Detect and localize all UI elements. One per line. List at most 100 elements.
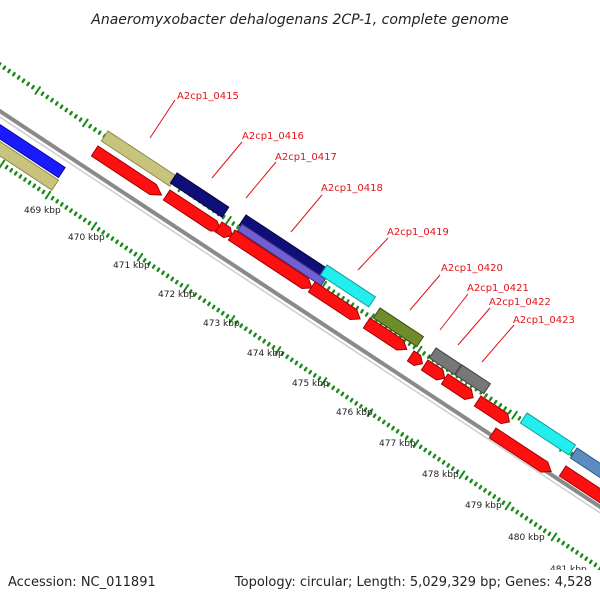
leader-line: [245, 161, 277, 199]
minor-tick: [354, 401, 359, 406]
gene-block-A2cp1_0420[interactable]: [372, 307, 425, 348]
gene-label[interactable]: A2cp1_0415: [177, 91, 239, 102]
minor-tick: [9, 167, 14, 173]
cds-arrow[interactable]: [406, 350, 425, 369]
minor-tick: [350, 302, 355, 307]
minor-tick: [96, 226, 101, 232]
tick-label: 469 kbp: [24, 206, 61, 216]
gene-block-A2cp1_0422[interactable]: [454, 364, 492, 395]
minor-tick: [473, 481, 478, 487]
accession-text: Accession: NC_011891: [8, 575, 156, 590]
minor-tick: [59, 104, 64, 109]
cds-arrow[interactable]: [227, 229, 315, 293]
major-tick: [34, 86, 41, 95]
minor-tick: [331, 385, 336, 391]
gene-block-blue[interactable]: [0, 117, 66, 179]
minor-tick: [360, 308, 364, 314]
leader-line: [149, 99, 176, 139]
gene-block-khaki-left[interactable]: [0, 134, 60, 191]
cds-arrow[interactable]: [90, 145, 164, 200]
minor-tick: [257, 335, 262, 341]
minor-tick: [569, 451, 574, 457]
minor-tick: [207, 301, 211, 307]
minor-tick: [404, 435, 409, 440]
cds-arrow[interactable]: [488, 427, 554, 477]
minor-tick: [11, 71, 16, 77]
cds-arrow[interactable]: [558, 465, 600, 513]
cds-arrow[interactable]: [473, 395, 512, 427]
minor-tick: [253, 332, 257, 338]
minor-tick: [27, 180, 32, 185]
minor-tick: [584, 556, 589, 561]
gene-block-A2cp1_0416[interactable]: [169, 172, 230, 218]
cds-arrow[interactable]: [420, 359, 448, 383]
minor-tick: [211, 304, 216, 310]
minor-tick: [64, 107, 69, 113]
cds-arrow[interactable]: [362, 317, 410, 354]
gene-label[interactable]: A2cp1_0417: [275, 152, 337, 163]
minor-tick: [40, 91, 45, 96]
minor-tick: [312, 373, 317, 378]
gene-label[interactable]: A2cp1_0416: [242, 131, 304, 142]
cds-arrow[interactable]: [307, 281, 363, 324]
minor-tick: [13, 171, 18, 176]
minor-tick: [381, 419, 386, 425]
gene-label[interactable]: A2cp1_0419: [387, 227, 449, 238]
minor-tick: [391, 425, 395, 431]
minor-tick: [446, 463, 451, 468]
minor-tick: [119, 242, 124, 248]
inner-tick-ring: [0, 159, 600, 570]
minor-tick: [519, 512, 524, 518]
minor-tick: [188, 289, 193, 294]
minor-tick: [234, 320, 239, 325]
gene-block-A2cp1_0423[interactable]: [519, 412, 577, 456]
major-tick: [415, 345, 423, 355]
minor-tick: [82, 217, 87, 223]
tick-label: 478 kbp: [422, 470, 459, 480]
minor-tick: [7, 68, 12, 74]
gene-label[interactable]: A2cp1_0418: [321, 183, 383, 194]
minor-tick: [455, 469, 460, 474]
minor-tick: [18, 174, 23, 179]
minor-tick: [73, 114, 78, 119]
upper-gene-track: [0, 117, 600, 487]
minor-tick: [4, 164, 9, 170]
leader-line: [357, 237, 389, 271]
cds-arrow[interactable]: [214, 221, 235, 241]
minor-tick: [78, 214, 83, 220]
gene-block-A2cp1_0421[interactable]: [428, 347, 462, 376]
gene-label[interactable]: A2cp1_0422: [489, 297, 551, 308]
gene-label[interactable]: A2cp1_0420: [441, 263, 503, 274]
major-tick: [511, 410, 518, 420]
gene-label[interactable]: A2cp1_0423: [513, 315, 575, 326]
minor-tick: [517, 416, 522, 421]
minor-tick: [501, 500, 506, 506]
minor-tick: [335, 388, 340, 394]
minor-tick: [97, 130, 102, 135]
minor-tick: [294, 360, 299, 366]
minor-tick: [299, 363, 303, 369]
minor-tick: [231, 221, 236, 226]
tick-label: 475 kbp: [292, 379, 329, 389]
minor-tick: [170, 276, 175, 282]
minor-tick: [303, 366, 308, 372]
minor-tick: [105, 233, 110, 238]
minor-tick: [280, 351, 285, 356]
gene-block-A2cp1_0419[interactable]: [319, 264, 377, 308]
minor-tick: [221, 214, 226, 220]
minor-tick: [16, 75, 21, 80]
minor-tick: [469, 478, 474, 484]
major-tick: [136, 252, 144, 262]
minor-tick: [386, 422, 391, 428]
gene-block-steel[interactable]: [569, 447, 600, 487]
gene-label[interactable]: A2cp1_0421: [467, 283, 529, 294]
leader-line: [457, 307, 491, 346]
minor-tick: [349, 397, 354, 403]
gene-block-A2cp1_0418-lower[interactable]: [236, 223, 327, 287]
minor-tick: [78, 117, 83, 122]
cds-arrow[interactable]: [440, 373, 476, 403]
minor-tick: [487, 491, 492, 496]
minor-tick: [271, 345, 276, 350]
minor-tick: [26, 81, 31, 87]
major-tick: [320, 377, 328, 386]
